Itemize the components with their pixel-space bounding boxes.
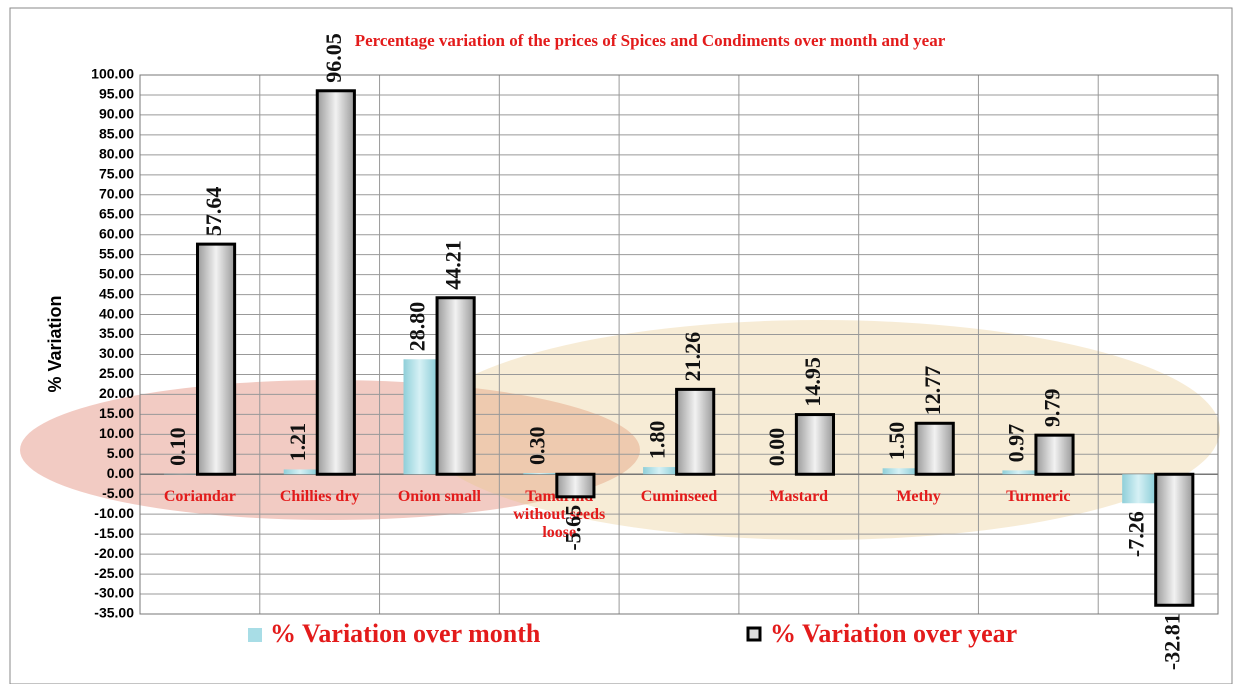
y-tick-label: 90.00	[99, 106, 134, 122]
data-label: 9.79	[1040, 389, 1065, 428]
y-tick-label: 30.00	[99, 345, 134, 361]
data-label: 44.21	[441, 240, 466, 290]
data-label: -7.26	[1123, 511, 1148, 557]
legend-label: % Variation over month	[270, 619, 541, 648]
bar	[643, 467, 676, 475]
data-label: 1.21	[285, 423, 310, 462]
data-label: 28.80	[405, 302, 430, 352]
data-label: -32.81	[1159, 613, 1184, 670]
y-tick-label: 0.00	[107, 465, 134, 481]
y-tick-label: 5.00	[107, 445, 134, 461]
data-label: 0.30	[525, 427, 550, 466]
y-tick-label: 85.00	[99, 126, 134, 142]
data-label: 96.05	[321, 33, 346, 83]
bar	[435, 296, 476, 476]
y-tick-label: 55.00	[99, 245, 134, 261]
bar	[283, 469, 317, 475]
y-axis-label: % Variation	[45, 295, 65, 392]
y-tick-label: 20.00	[99, 385, 134, 401]
y-tick-label: 100.00	[91, 66, 134, 82]
x-tick-label: Mastard	[769, 488, 829, 506]
bar	[403, 359, 436, 475]
y-tick-label: 75.00	[99, 166, 134, 182]
x-tick-label-box: Cuminseed	[640, 488, 718, 506]
y-tick-label: -5.00	[102, 485, 134, 501]
x-tick-label: Turmeric	[1006, 488, 1071, 506]
data-label: 1.50	[884, 422, 909, 461]
x-tick-label-box: Turmeric	[1006, 488, 1071, 506]
data-label: 0.00	[764, 428, 789, 467]
y-tick-label: 45.00	[99, 285, 134, 301]
bar	[555, 472, 596, 499]
bar	[1034, 433, 1075, 476]
data-label: 57.64	[201, 187, 226, 237]
data-label: 12.77	[920, 366, 945, 416]
y-tick-label: 50.00	[99, 265, 134, 281]
bar	[914, 421, 955, 476]
y-tick-label: 70.00	[99, 185, 134, 201]
y-tick-label: 95.00	[99, 86, 134, 102]
y-tick-label: -30.00	[94, 585, 134, 601]
y-tick-label: -15.00	[94, 525, 134, 541]
y-tick-label: 60.00	[99, 225, 134, 241]
x-tick-label-box: Chillies dry	[279, 488, 360, 506]
y-tick-label: 65.00	[99, 205, 134, 221]
bar	[675, 387, 716, 476]
y-tick-label: -25.00	[94, 565, 134, 581]
bar	[523, 473, 556, 475]
x-tick-label: Methy	[896, 488, 941, 506]
y-tick-label: -10.00	[94, 505, 134, 521]
bar	[195, 242, 237, 476]
data-label: -5.65	[560, 505, 585, 551]
x-tick-label-box: Methy	[896, 488, 941, 506]
plot-border	[139, 74, 1219, 615]
bar	[315, 89, 356, 476]
legend-label: % Variation over year	[770, 619, 1017, 648]
y-tick-label: 10.00	[99, 425, 134, 441]
y-tick-label: 35.00	[99, 325, 134, 341]
bar	[794, 413, 836, 476]
y-tick-label: 15.00	[99, 405, 134, 421]
x-tick-label: Coriandar	[163, 488, 236, 506]
bar	[1002, 470, 1035, 475]
bar	[1122, 474, 1155, 504]
y-tick-label: -35.00	[94, 605, 134, 621]
data-label: 1.80	[644, 421, 669, 460]
x-tick-label-box: Coriandar	[163, 488, 236, 506]
bar	[882, 468, 915, 475]
y-tick-label: 80.00	[99, 146, 134, 162]
bar	[1154, 472, 1195, 607]
data-label: 0.97	[1004, 424, 1029, 463]
data-label: 0.10	[165, 427, 190, 466]
data-label: 21.26	[680, 332, 705, 382]
chart-title: Percentage variation of the prices of Sp…	[355, 31, 946, 50]
x-tick-label-box: Mastard	[769, 488, 829, 506]
x-tick-label-box: Onion small	[397, 488, 481, 506]
y-tick-label: 25.00	[99, 365, 134, 381]
data-label: 14.95	[800, 357, 825, 407]
y-tick-label: 40.00	[99, 305, 134, 321]
x-tick-label: Onion small	[397, 488, 481, 506]
legend-swatch	[248, 628, 262, 642]
x-tick-label: Chillies dry	[279, 488, 360, 506]
x-tick-label-box: Tamarind without seeds loose	[513, 488, 605, 541]
x-tick-label: Cuminseed	[640, 488, 718, 506]
y-tick-label: -20.00	[94, 545, 134, 561]
legend-swatch	[746, 626, 762, 642]
